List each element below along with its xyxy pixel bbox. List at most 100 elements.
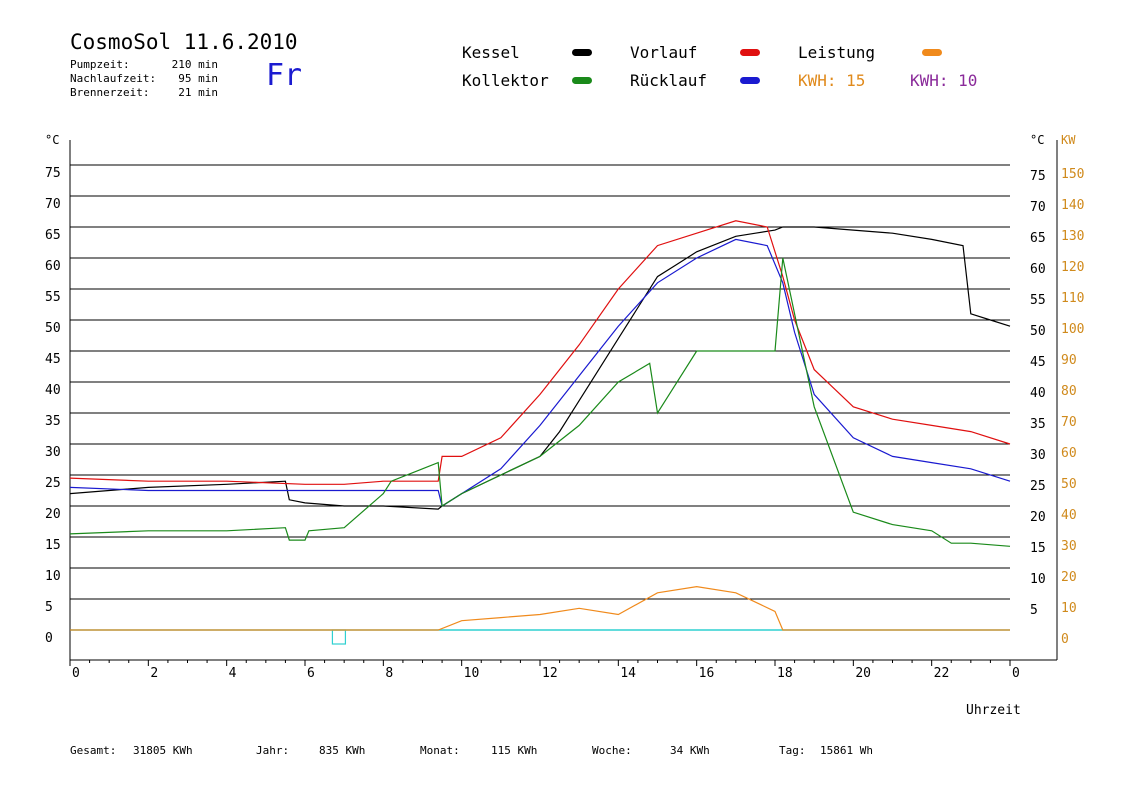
y-tick-label-right-power: 70: [1061, 415, 1077, 430]
y-tick-label-left: 70: [45, 197, 61, 212]
y-tick-label-right-power: 150: [1061, 167, 1084, 182]
footer-jahr-value: 835 KWh: [319, 744, 366, 757]
legend-swatch-kessel: [572, 49, 592, 56]
y-tick-label-left: 15: [45, 538, 61, 553]
y-tick-label-left: 5: [45, 600, 53, 615]
x-tick-label: 2: [150, 666, 158, 681]
nachlaufzeit-label: Nachlaufzeit:: [70, 72, 157, 85]
y-tick-label-left: 0: [45, 631, 53, 646]
y-tick-label-right-power: 20: [1061, 570, 1077, 585]
y-tick-label-right-temp: 65: [1030, 231, 1046, 246]
x-tick-label: 18: [777, 666, 793, 681]
series-line-kollektor: [69, 257, 1011, 547]
footer-woche-value: 34 KWh: [670, 744, 710, 757]
y-tick-label-right-temp: 20: [1030, 510, 1046, 525]
y-tick-label-right-power: 120: [1061, 260, 1084, 275]
y-tick-label-left: 10: [45, 569, 61, 584]
kwh-purple-label: KWH:: [910, 71, 949, 90]
series-line-leistung: [70, 585, 1010, 631]
y-tick-label-right-power: 80: [1061, 384, 1077, 399]
footer-tag-value: 15861 Wh: [820, 744, 873, 757]
y-axis-label-right-temp: °C: [1030, 133, 1044, 147]
y-tick-label-right-temp: 55: [1030, 293, 1046, 308]
brennerzeit-label: Brennerzeit:: [70, 86, 150, 99]
kwh-purple-value: 10: [958, 71, 978, 90]
y-tick-label-left: 65: [45, 228, 61, 243]
y-tick-label-right-power: 50: [1061, 477, 1077, 492]
x-tick-label: 6: [307, 666, 315, 681]
series-line-vorlauf: [69, 220, 1011, 485]
legend-label-ruecklauf: Rücklauf: [630, 71, 708, 90]
y-tick-label-right-power: 30: [1061, 539, 1077, 554]
series-lines: [69, 220, 1011, 631]
footer-jahr-label: Jahr:: [256, 744, 290, 757]
y-tick-label-left: 55: [45, 290, 61, 305]
y-tick-label-left: 25: [45, 476, 61, 491]
x-tick-label: 0: [1012, 666, 1020, 681]
legend-label-kollektor: Kollektor: [462, 71, 549, 90]
y-tick-label-left: 75: [45, 166, 61, 181]
axes: [69, 140, 1058, 666]
x-tick-label: 16: [699, 666, 715, 681]
legend-swatch-vorlauf: [740, 49, 760, 56]
y-tick-label-right-temp: 35: [1030, 417, 1046, 432]
legend-swatch-leistung: [922, 49, 942, 56]
x-tick-label: 22: [934, 666, 950, 681]
footer-monat-label: Monat:: [420, 744, 460, 757]
y-axis-label-left: °C: [45, 133, 59, 147]
footer-gesamt-label: Gesamt:: [70, 744, 117, 757]
y-tick-label-left: 60: [45, 259, 61, 274]
nachlaufzeit-value: 95 min: [178, 72, 218, 85]
kwh-orange-value: 15: [846, 71, 866, 90]
footer-tag-label: Tag:: [779, 744, 806, 757]
legend-label-kessel: Kessel: [462, 43, 520, 62]
y-tick-label-right-power: 60: [1061, 446, 1077, 461]
kwh-orange: KWH: 15: [798, 71, 865, 90]
footer-gesamt-value: 31805 KWh: [133, 744, 193, 757]
y-tick-label-right-power: 90: [1061, 353, 1077, 368]
footer-woche-label: Woche:: [592, 744, 632, 757]
y-tick-label-right-temp: 40: [1030, 386, 1046, 401]
x-tick-label: 20: [855, 666, 871, 681]
y-tick-label-right-power: 100: [1061, 322, 1084, 337]
footer-monat-value: 115 KWh: [491, 744, 538, 757]
y-tick-label-right-power: 130: [1061, 229, 1084, 244]
y-tick-label-right-power: 110: [1061, 291, 1084, 306]
y-tick-label-right-temp: 5: [1030, 603, 1038, 618]
x-tick-label: 8: [385, 666, 393, 681]
y-tick-label-right-temp: 45: [1030, 355, 1046, 370]
y-tick-label-right-power: 0: [1061, 632, 1069, 647]
x-tick-label: 0: [72, 666, 80, 681]
legend-label-leistung: Leistung: [798, 43, 876, 62]
legend-swatch-kollektor: [572, 77, 592, 84]
x-tick-label: 10: [464, 666, 480, 681]
y-tick-label-right-power: 10: [1061, 601, 1077, 616]
x-tick-label: 12: [542, 666, 558, 681]
grid-lines: [70, 164, 1010, 645]
brennerzeit-value: 21 min: [178, 86, 218, 99]
y-axis-label-right-power: KW: [1061, 133, 1076, 147]
y-tick-label-left: 50: [45, 321, 61, 336]
legend-swatch-ruecklauf: [740, 77, 760, 84]
y-tick-label-right-temp: 30: [1030, 448, 1046, 463]
pumpzeit-value: 210 min: [171, 58, 218, 71]
x-tick-label: 4: [229, 666, 237, 681]
kwh-orange-label: KWH:: [798, 71, 837, 90]
y-tick-label-right-temp: 70: [1030, 200, 1046, 215]
y-tick-label-left: 20: [45, 507, 61, 522]
x-tick-label: 14: [620, 666, 636, 681]
y-tick-label-right-temp: 10: [1030, 572, 1046, 587]
kwh-purple: KWH: 10: [910, 71, 977, 90]
y-tick-label-right-power: 40: [1061, 508, 1077, 523]
zero-marker: [331, 629, 347, 645]
pumpzeit-label: Pumpzeit:: [70, 58, 130, 71]
y-tick-label-right-temp: 60: [1030, 262, 1046, 277]
y-tick-label-right-temp: 25: [1030, 479, 1046, 494]
x-axis-label: Uhrzeit: [966, 703, 1021, 718]
y-tick-label-left: 30: [45, 445, 61, 460]
y-tick-label-right-temp: 50: [1030, 324, 1046, 339]
series-line-kessel: [69, 226, 1011, 510]
y-tick-label-left: 35: [45, 414, 61, 429]
y-tick-label-right-temp: 75: [1030, 169, 1046, 184]
